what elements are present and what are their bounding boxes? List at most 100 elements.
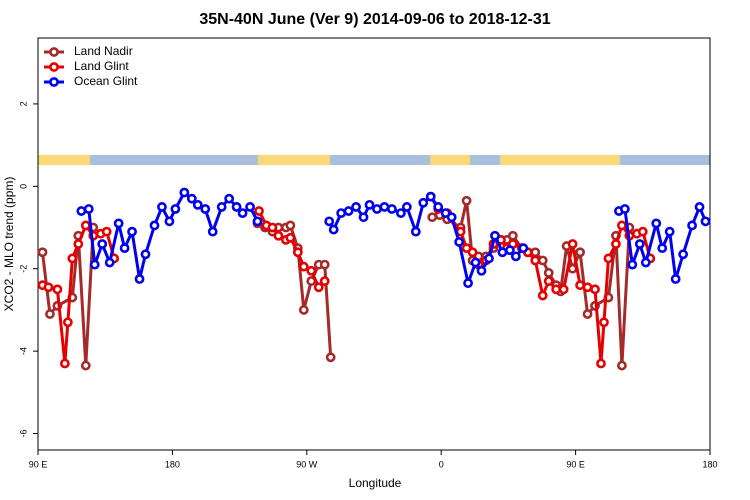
legend-marker <box>49 62 59 72</box>
point <box>387 204 397 214</box>
point <box>325 352 336 363</box>
point <box>254 206 264 216</box>
point <box>67 253 78 264</box>
point <box>245 202 255 212</box>
point <box>627 259 638 270</box>
point <box>216 202 227 212</box>
point <box>611 239 621 249</box>
point <box>670 274 681 284</box>
point <box>467 247 478 258</box>
point <box>510 251 521 262</box>
point <box>298 305 309 315</box>
legend-label: Land Nadir <box>74 44 133 58</box>
point <box>461 195 472 206</box>
point <box>619 204 630 214</box>
point <box>410 226 421 237</box>
point <box>104 257 115 268</box>
point <box>306 265 317 276</box>
point <box>599 317 609 328</box>
point <box>582 282 593 293</box>
point <box>470 257 481 268</box>
series-line <box>41 195 652 364</box>
point <box>97 239 108 249</box>
legend-marker <box>49 47 59 57</box>
land <box>258 155 330 165</box>
point <box>590 284 600 295</box>
point <box>298 261 309 272</box>
point <box>543 276 554 286</box>
point <box>89 259 100 270</box>
point <box>558 284 569 295</box>
point <box>119 243 130 254</box>
point <box>285 220 296 231</box>
land <box>38 155 90 165</box>
point <box>395 208 406 218</box>
point <box>537 255 548 266</box>
point <box>497 247 508 258</box>
point <box>657 243 668 254</box>
point <box>490 230 500 241</box>
point <box>687 220 697 231</box>
x-tick-label: 90 E <box>566 459 585 469</box>
y-tick-label: 2 <box>18 101 28 106</box>
point <box>358 212 369 223</box>
point <box>351 202 361 212</box>
point <box>537 290 548 301</box>
point <box>140 249 151 260</box>
point <box>101 226 112 237</box>
point <box>37 247 48 258</box>
point <box>616 220 627 231</box>
point <box>164 216 175 227</box>
legend-label: Ocean Glint <box>74 74 138 88</box>
x-axis-label: Longitude <box>349 476 402 490</box>
point <box>401 202 412 212</box>
point <box>186 193 197 204</box>
legend-label: Land Glint <box>74 59 129 73</box>
point <box>504 245 515 256</box>
point <box>43 282 54 293</box>
point <box>237 208 248 218</box>
point <box>200 204 211 214</box>
point <box>149 220 160 231</box>
point <box>80 220 91 231</box>
point <box>634 239 645 249</box>
point <box>45 309 55 319</box>
land <box>500 155 620 165</box>
series <box>76 187 711 289</box>
point <box>596 358 606 369</box>
point <box>433 202 444 212</box>
land-ocean-strip <box>38 155 710 165</box>
point <box>454 237 465 247</box>
point <box>273 230 284 241</box>
point <box>551 284 562 295</box>
point <box>179 187 190 198</box>
point <box>446 212 457 223</box>
point <box>62 317 73 328</box>
point <box>157 202 167 212</box>
x-tick-label: 0 <box>439 459 444 469</box>
point <box>372 204 382 214</box>
point <box>603 253 614 264</box>
point <box>73 239 84 249</box>
point <box>224 193 235 204</box>
point <box>336 208 347 218</box>
point <box>700 216 711 227</box>
point <box>231 202 242 212</box>
point <box>76 206 87 216</box>
y-tick-label: -4 <box>18 347 28 355</box>
point <box>379 202 390 212</box>
point <box>518 243 529 254</box>
point <box>664 226 675 237</box>
point <box>207 226 218 237</box>
x-tick-label: 180 <box>165 459 180 469</box>
point <box>328 224 339 235</box>
point <box>575 280 585 291</box>
point <box>319 276 330 286</box>
point <box>267 222 278 233</box>
point <box>484 253 494 264</box>
point <box>507 230 518 241</box>
point <box>127 226 137 237</box>
point <box>582 309 593 319</box>
point <box>651 218 662 229</box>
